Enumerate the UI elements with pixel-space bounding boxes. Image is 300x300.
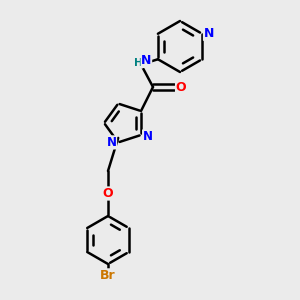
Text: O: O <box>103 187 113 200</box>
Text: N: N <box>142 130 153 143</box>
Text: N: N <box>203 27 214 40</box>
Text: O: O <box>176 80 186 94</box>
Text: H: H <box>134 58 142 68</box>
Text: N: N <box>106 136 117 149</box>
Text: Br: Br <box>100 269 116 282</box>
Text: N: N <box>141 54 152 68</box>
